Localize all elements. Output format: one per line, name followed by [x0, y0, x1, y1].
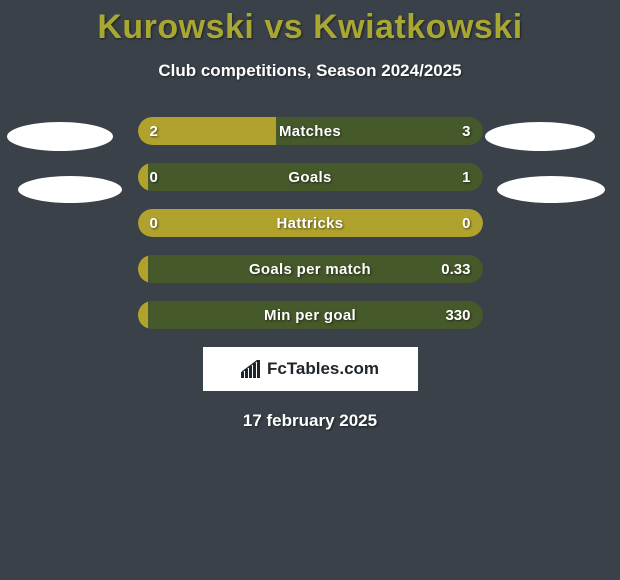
- site-logo-text: FcTables.com: [241, 359, 379, 379]
- stat-bar: 23Matches: [138, 117, 483, 145]
- decorative-ellipse: [7, 122, 113, 151]
- decorative-ellipse: [18, 176, 122, 203]
- stat-bar: 330Min per goal: [138, 301, 483, 329]
- stat-label: Min per goal: [138, 301, 483, 329]
- stat-label: Goals per match: [138, 255, 483, 283]
- stat-label: Goals: [138, 163, 483, 191]
- site-logo: FcTables.com: [203, 347, 418, 391]
- site-logo-label: FcTables.com: [267, 359, 379, 379]
- page-title: Kurowski vs Kwiatkowski: [0, 0, 620, 47]
- stat-label: Hattricks: [138, 209, 483, 237]
- stat-label: Matches: [138, 117, 483, 145]
- decorative-ellipse: [485, 122, 595, 151]
- date-text: 17 february 2025: [0, 411, 620, 431]
- stats-bars: 23Matches 01Goals 00Hattricks 0.33Goals per…: [138, 117, 483, 329]
- subtitle: Club competitions, Season 2024/2025: [0, 61, 620, 81]
- stat-bar: 0.33Goals per match: [138, 255, 483, 283]
- bar-chart-icon: [241, 360, 263, 378]
- stat-bar: 00Hattricks: [138, 209, 483, 237]
- decorative-ellipse: [497, 176, 605, 203]
- stat-bar: 01Goals: [138, 163, 483, 191]
